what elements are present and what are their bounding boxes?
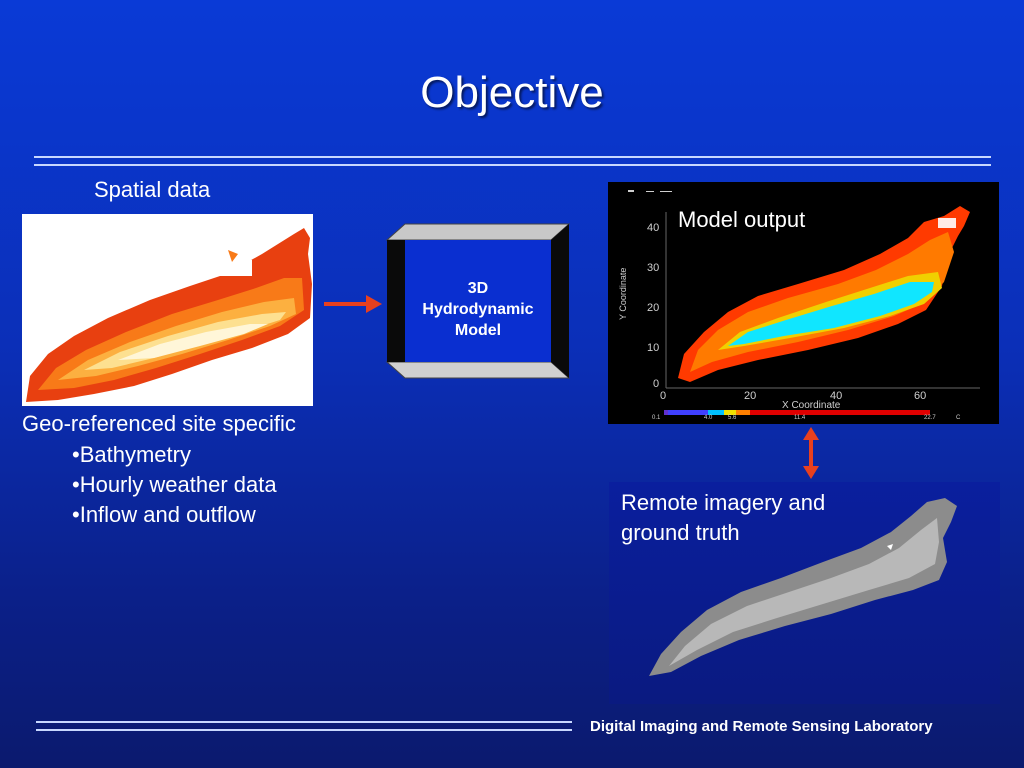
slide-title: Objective <box>420 68 604 117</box>
double-arrow-icon <box>803 427 819 479</box>
colorbar-tick-1: 0.1 <box>652 415 661 421</box>
model-output-plot: Y Coordinate 40 30 20 10 0 0 20 40 60 X … <box>608 182 999 424</box>
remote-label-line2: ground truth <box>621 520 740 545</box>
bathymetry-map <box>22 214 313 406</box>
y-tick-40: 40 <box>647 222 660 234</box>
remote-label-line1: Remote imagery and <box>621 490 826 515</box>
model-box-label: 3D Hydrodynamic Model <box>405 278 551 341</box>
model-line-model: Model <box>454 322 502 339</box>
bullet-weather: •Hourly weather data <box>72 472 277 497</box>
model-line-3d: 3D <box>467 280 489 297</box>
spatial-bullet-list: •Bathymetry •Hourly weather data •Inflow… <box>72 440 277 530</box>
spatial-data-heading: Spatial data <box>94 177 211 202</box>
y-tick-10: 10 <box>647 342 660 354</box>
x-tick-60: 60 <box>914 390 927 402</box>
x-tick-20: 20 <box>744 390 757 402</box>
x-tick-40: 40 <box>830 390 843 402</box>
model-line-hydrodynamic: Hydrodynamic <box>422 301 534 318</box>
colorbar-tick-5: 22.7 <box>924 415 936 421</box>
footer-lab-name: Digital Imaging and Remote Sensing Labor… <box>590 718 933 735</box>
y-axis-label: Y Coordinate <box>618 267 628 320</box>
model-box-frame <box>385 223 570 379</box>
x-tick-0: 0 <box>660 390 667 402</box>
colorbar-tick-2: 4.0 <box>704 415 713 421</box>
colorbar-tick-6: C <box>956 415 961 421</box>
bullet-bathymetry: •Bathymetry <box>72 442 191 467</box>
x-axis-label: X Coordinate <box>782 400 841 411</box>
footer-divider <box>36 721 572 731</box>
colorbar-tick-3: 5.6 <box>728 415 737 421</box>
spatial-description: Geo-referenced site specific <box>22 411 296 436</box>
y-tick-20: 20 <box>647 302 660 314</box>
remote-imagery-image <box>609 482 1000 704</box>
right-arrow-icon <box>324 295 382 313</box>
model-output-label: Model output <box>678 207 806 232</box>
y-tick-30: 30 <box>647 262 660 274</box>
title-divider <box>34 156 991 166</box>
bullet-flow: •Inflow and outflow <box>72 502 256 527</box>
y-tick-0: 0 <box>653 378 660 390</box>
colorbar-tick-4: 11.4 <box>794 415 806 421</box>
